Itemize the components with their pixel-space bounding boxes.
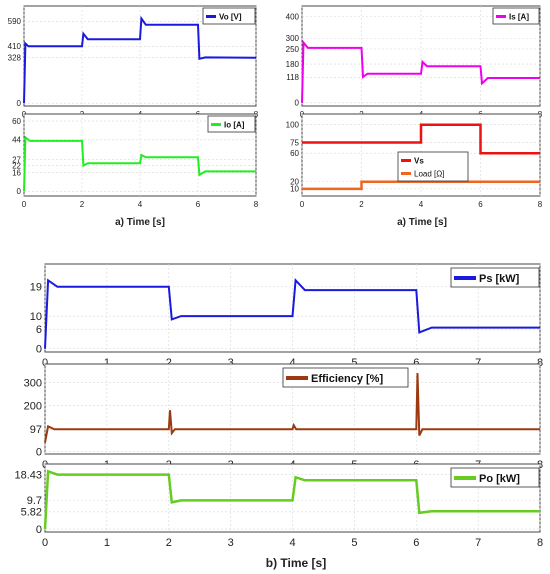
y-tick-label: 0 — [36, 344, 42, 356]
x-tick-label: 8 — [254, 200, 259, 209]
y-tick-label: 97 — [30, 424, 42, 436]
panel-6: 012345678097200300Efficiency [%] — [24, 363, 543, 471]
y-tick-label: 0 — [295, 99, 300, 108]
panel-2: 024680118180250300400Is [A] — [286, 5, 543, 119]
y-tick-label: 60 — [290, 149, 299, 158]
x-tick-label: 6 — [413, 537, 419, 549]
legend-label: Efficiency [%] — [311, 373, 383, 385]
x-tick-label: 3 — [228, 357, 234, 369]
y-tick-label: 5.82 — [21, 507, 42, 519]
y-tick-label: 590 — [8, 17, 22, 26]
series-line-1 — [23, 135, 256, 192]
series-line-2 — [302, 180, 540, 191]
y-tick-label: 16 — [12, 168, 21, 177]
legend-box — [397, 151, 469, 182]
y-tick-label: 19 — [30, 282, 42, 294]
legend-box — [202, 7, 256, 25]
y-tick-label: 100 — [286, 120, 300, 129]
x-tick-label: 5 — [351, 537, 357, 549]
legend-label: Io [A] — [224, 120, 245, 129]
y-tick-label: 10 — [30, 311, 42, 323]
x-tick-label: 2 — [80, 200, 85, 209]
y-tick-label: 400 — [286, 13, 300, 22]
legend-box — [207, 115, 256, 133]
legend-label: Vo [V] — [219, 12, 242, 21]
x-tick-label: 8 — [538, 200, 543, 209]
x-tick-label: 7 — [475, 357, 481, 369]
legend-label: Po [kW] — [479, 473, 520, 485]
x-tick-label: 7 — [475, 537, 481, 549]
y-tick-label: 44 — [12, 136, 21, 145]
y-tick-label: 27 — [12, 155, 21, 164]
y-tick-label: 22 — [12, 161, 21, 170]
y-tick-label: 200 — [24, 400, 42, 412]
y-tick-label: 75 — [290, 138, 299, 147]
series-line-1 — [302, 123, 540, 155]
series-line-1 — [301, 39, 540, 103]
legend-box — [450, 467, 540, 488]
x-tick-label: 0 — [42, 537, 48, 549]
y-tick-label: 20 — [290, 178, 299, 187]
y-tick-label: 118 — [286, 73, 299, 82]
panel-1: 024680328410590Vo [V] — [8, 5, 259, 119]
x-tick-label: 6 — [196, 200, 201, 209]
y-tick-label: 250 — [286, 45, 300, 54]
x-tick-label: 4 — [289, 357, 295, 369]
x-tick-label: 5 — [351, 357, 357, 369]
y-tick-label: 18.43 — [14, 469, 42, 481]
x-tick-label: 0 — [42, 357, 48, 369]
x-tick-label: 4 — [289, 537, 295, 549]
x-tick-label: 2 — [359, 200, 364, 209]
legend-label: Is [A] — [509, 12, 529, 21]
y-tick-label: 410 — [8, 42, 22, 51]
x-tick-label: 2 — [166, 537, 172, 549]
x-tick-label: 4 — [419, 200, 424, 209]
x-tick-label: 6 — [413, 357, 419, 369]
y-tick-label: 60 — [12, 117, 21, 126]
y-tick-label: 300 — [286, 34, 300, 43]
x-tick-label: 3 — [228, 537, 234, 549]
x-tick-label: 1 — [104, 357, 110, 369]
x-tick-label: 8 — [537, 357, 543, 369]
legend-box — [282, 367, 409, 388]
x-tick-label: 4 — [138, 200, 143, 209]
y-tick-label: 0 — [36, 447, 42, 459]
bottom-time-label: b) Time [s] — [266, 556, 326, 570]
y-tick-label: 6 — [36, 324, 42, 336]
y-tick-label: 10 — [290, 185, 299, 194]
x-tick-label: 1 — [104, 537, 110, 549]
y-tick-label: 9.7 — [27, 495, 42, 507]
x-tick-label: 0 — [22, 200, 27, 209]
legend-box — [450, 267, 540, 288]
x-tick-label: 6 — [478, 200, 483, 209]
x-tick-label: 8 — [537, 537, 543, 549]
series-line-1 — [44, 373, 540, 443]
legend-label: Load [Ω] — [414, 169, 444, 178]
series-line-1 — [43, 469, 540, 530]
series-line-1 — [44, 277, 540, 349]
top-right-time-label: a) Time [s] — [397, 217, 447, 228]
legend-label: Vs — [414, 156, 424, 165]
legend-label: Ps [kW] — [479, 273, 520, 285]
panel-7: 0 1 2 3 4 5 6 7 8 0 5.829.7 18.43 Po [kW] — [14, 463, 543, 549]
y-tick-label: 328 — [8, 53, 22, 62]
y-tick-label: 0 — [36, 524, 42, 536]
y-tick-label: 180 — [286, 60, 300, 69]
top-left-time-label: a) Time [s] — [115, 217, 165, 228]
y-tick-label: 0 — [17, 187, 22, 196]
y-tick-label: 300 — [24, 377, 42, 389]
x-tick-label: 0 — [300, 200, 305, 209]
y-tick-label: 0 — [17, 99, 22, 108]
legend-box — [492, 7, 540, 25]
series-line-1 — [23, 15, 257, 104]
x-tick-label: 2 — [166, 357, 172, 369]
